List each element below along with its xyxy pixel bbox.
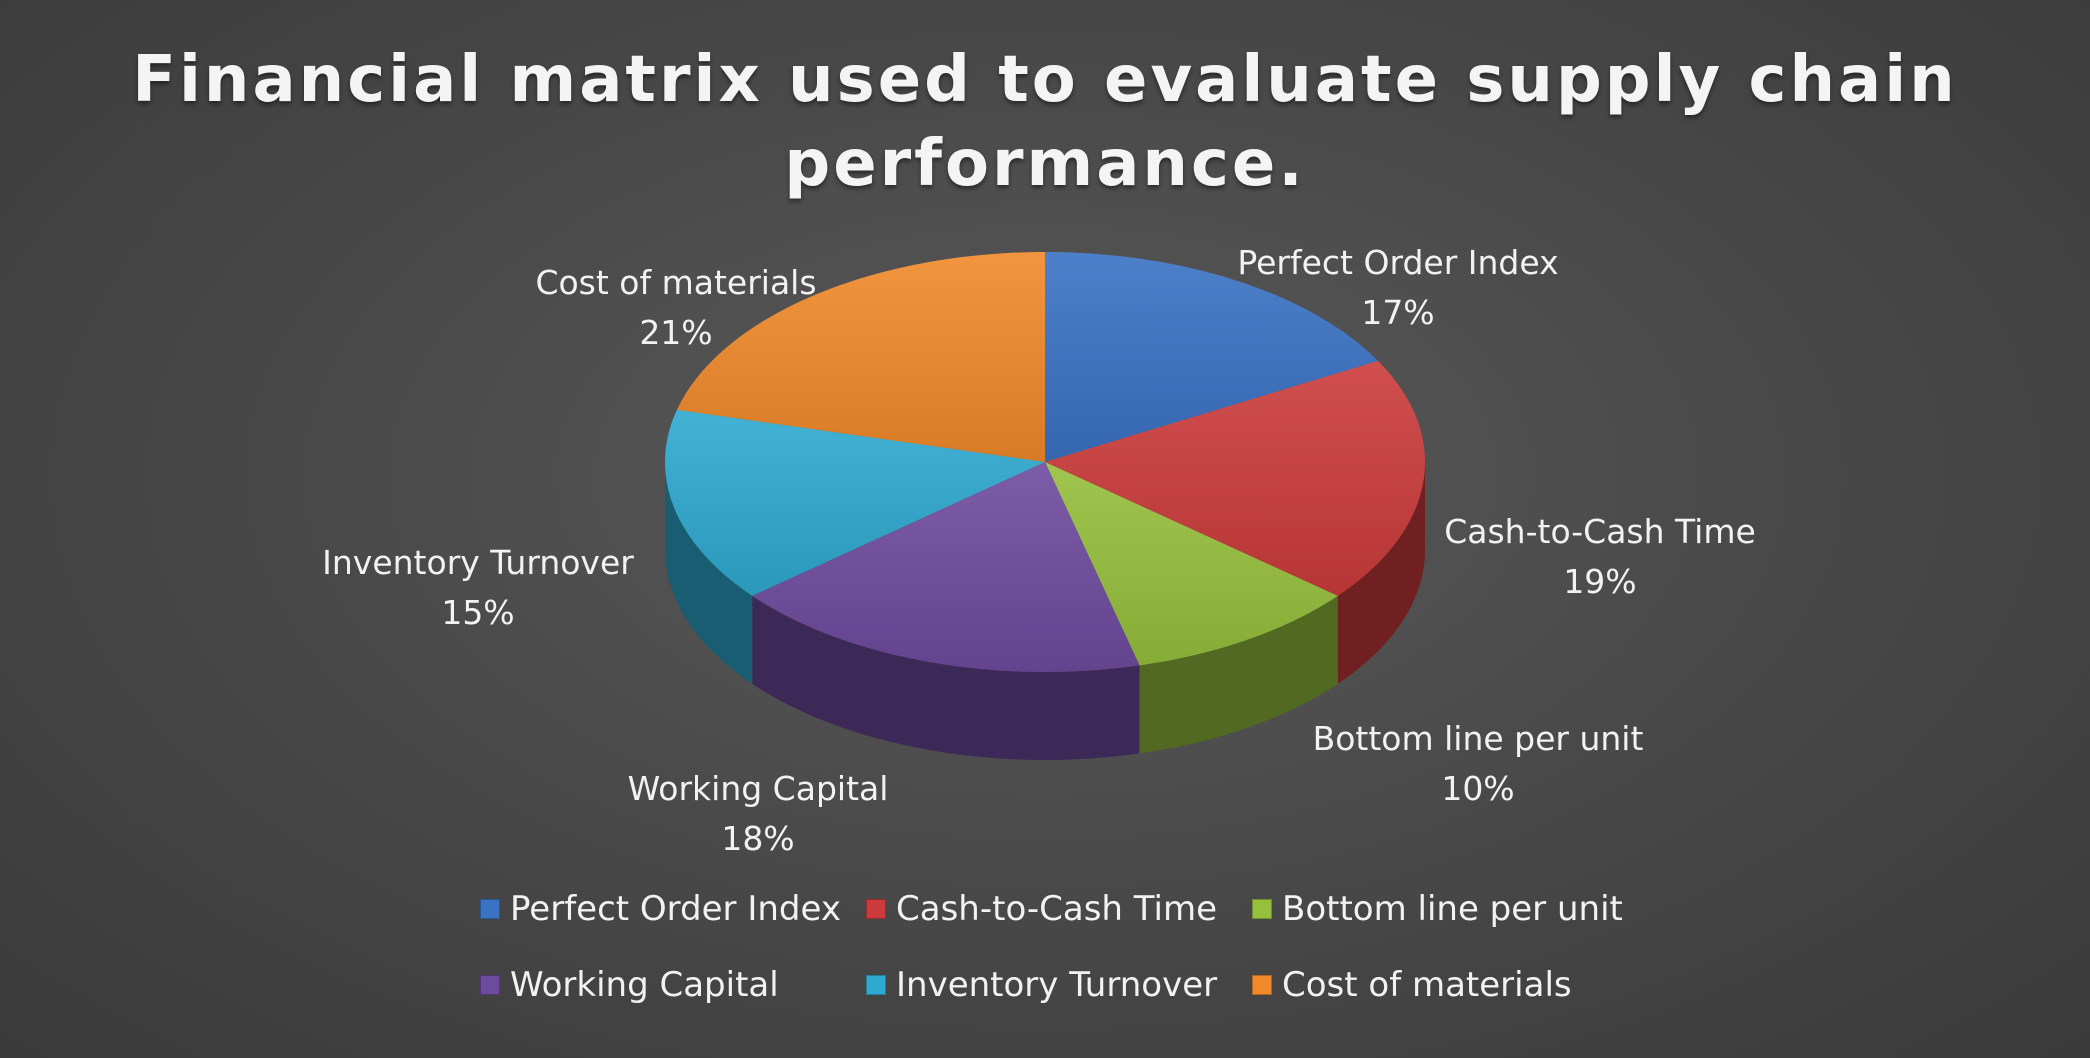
data-label-inventory-turnover-name: Inventory Turnover — [322, 543, 634, 582]
pie-slice-bottom-line-per-unit — [1045, 462, 1338, 666]
legend-swatch — [1252, 899, 1272, 919]
data-label-inventory-turnover: Inventory Turnover 15% — [322, 538, 634, 638]
data-label-working-capital-value: 18% — [721, 819, 795, 858]
data-label-working-capital-name: Working Capital — [627, 769, 889, 808]
legend-item-cost-of-materials: Cost of materials — [1252, 960, 1672, 1010]
legend-label: Working Capital — [510, 965, 779, 1005]
legend-label: Cash-to-Cash Time — [896, 889, 1217, 929]
pie-slice-cash-to-cash-time — [1045, 360, 1425, 596]
chart-title-line-2: performance. — [784, 127, 1306, 201]
data-label-perfect-order-index-value: 17% — [1361, 293, 1435, 332]
data-label-perfect-order-index-name: Perfect Order Index — [1237, 243, 1559, 282]
legend-swatch — [480, 899, 500, 919]
chart-title-line-1: Financial matrix used to evaluate supply… — [132, 43, 1958, 117]
pie-slice-sheen — [676, 252, 1045, 462]
pie-slice-sheen — [1045, 360, 1425, 596]
pie-side-bottom-line-per-unit — [1139, 595, 1338, 754]
data-label-cash-to-cash-time: Cash-to-Cash Time 19% — [1444, 507, 1756, 607]
pie-slice-cost-of-materials — [676, 252, 1045, 462]
legend-label: Inventory Turnover — [896, 965, 1218, 1005]
chart-title: Financial matrix used to evaluate supply… — [0, 38, 2090, 206]
pie-slice-sheen — [1045, 462, 1338, 666]
pie-side-cash-to-cash-time — [1337, 462, 1425, 684]
pie-slice-inventory-turnover — [665, 409, 1045, 596]
data-label-cost-of-materials-value: 21% — [639, 313, 713, 352]
pie-slice-working-capital — [752, 462, 1140, 672]
legend-swatch — [480, 975, 500, 995]
pie-slice-sheen — [1045, 252, 1378, 462]
pie-slice-sheen — [665, 409, 1045, 596]
legend: Perfect Order Index Cash-to-Cash Time Bo… — [480, 884, 1780, 1010]
legend-item-cash-to-cash-time: Cash-to-Cash Time — [866, 884, 1252, 934]
legend-item-working-capital: Working Capital — [480, 960, 866, 1010]
legend-label: Bottom line per unit — [1282, 889, 1623, 929]
data-label-bottom-line-per-unit-name: Bottom line per unit — [1312, 719, 1644, 758]
legend-item-bottom-line-per-unit: Bottom line per unit — [1252, 884, 1672, 934]
pie-slice-perfect-order-index — [1045, 252, 1378, 462]
data-label-bottom-line-per-unit-value: 10% — [1441, 769, 1515, 808]
legend-swatch — [866, 975, 886, 995]
legend-swatch — [1252, 975, 1272, 995]
legend-item-inventory-turnover: Inventory Turnover — [866, 960, 1252, 1010]
data-label-cash-to-cash-time-value: 19% — [1563, 562, 1637, 601]
data-label-cost-of-materials: Cost of materials 21% — [535, 258, 816, 358]
data-label-bottom-line-per-unit: Bottom line per unit 10% — [1313, 714, 1644, 814]
pie-side-working-capital — [752, 595, 1140, 760]
pie-slice-sheen — [752, 462, 1140, 672]
legend-swatch — [866, 899, 886, 919]
data-label-working-capital: Working Capital 18% — [628, 764, 889, 864]
legend-label: Perfect Order Index — [510, 889, 841, 929]
pie-side-inventory-turnover — [665, 462, 753, 684]
data-label-perfect-order-index: Perfect Order Index 17% — [1237, 238, 1558, 338]
legend-item-perfect-order-index: Perfect Order Index — [480, 884, 866, 934]
legend-label: Cost of materials — [1282, 965, 1572, 1005]
data-label-cost-of-materials-name: Cost of materials — [535, 263, 817, 302]
data-label-cash-to-cash-time-name: Cash-to-Cash Time — [1444, 512, 1756, 551]
data-label-inventory-turnover-value: 15% — [441, 593, 515, 632]
